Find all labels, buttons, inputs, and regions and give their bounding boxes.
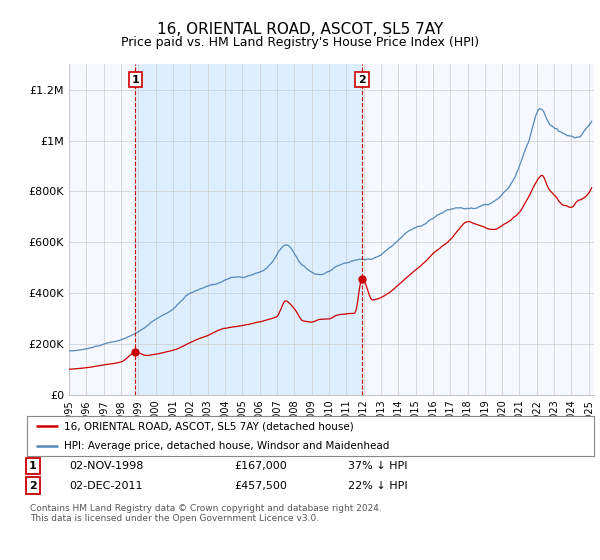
Text: 16, ORIENTAL ROAD, ASCOT, SL5 7AY: 16, ORIENTAL ROAD, ASCOT, SL5 7AY — [157, 22, 443, 38]
Text: 02-NOV-1998: 02-NOV-1998 — [69, 461, 143, 471]
Text: 2: 2 — [358, 74, 366, 85]
Text: 16, ORIENTAL ROAD, ASCOT, SL5 7AY (detached house): 16, ORIENTAL ROAD, ASCOT, SL5 7AY (detac… — [64, 421, 353, 431]
Text: 02-DEC-2011: 02-DEC-2011 — [69, 480, 143, 491]
Text: 1: 1 — [29, 461, 37, 471]
Text: 1: 1 — [131, 74, 139, 85]
Text: 2: 2 — [29, 480, 37, 491]
Text: £167,000: £167,000 — [234, 461, 287, 471]
Text: HPI: Average price, detached house, Windsor and Maidenhead: HPI: Average price, detached house, Wind… — [64, 441, 389, 451]
Text: Contains HM Land Registry data © Crown copyright and database right 2024.
This d: Contains HM Land Registry data © Crown c… — [30, 504, 382, 524]
Text: Price paid vs. HM Land Registry's House Price Index (HPI): Price paid vs. HM Land Registry's House … — [121, 36, 479, 49]
Text: 22% ↓ HPI: 22% ↓ HPI — [348, 480, 407, 491]
Text: 37% ↓ HPI: 37% ↓ HPI — [348, 461, 407, 471]
Bar — [136, 64, 362, 395]
Text: £457,500: £457,500 — [234, 480, 287, 491]
